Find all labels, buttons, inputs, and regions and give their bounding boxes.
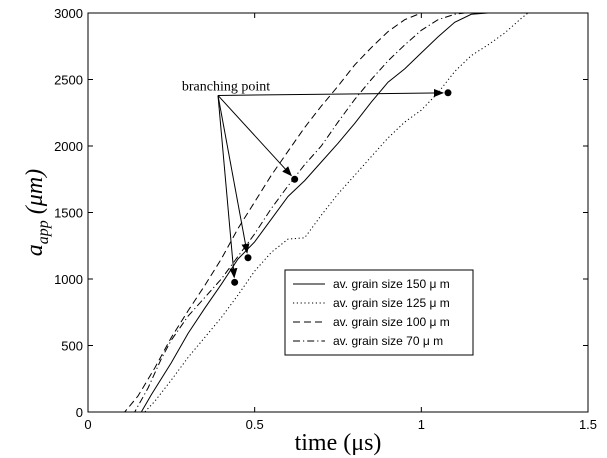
y-axis-label-unit: (μm) [22,169,48,220]
y-tick-label: 500 [61,339,83,354]
branch-arrow-0 [217,88,445,97]
annotations: branching point [182,79,452,286]
branch-arrow-1 [217,95,292,177]
series-line-0 [88,12,489,413]
axis-ticks: 0 0.5 1 1.5 0 500 1000 1500 2000 2500 3000 [54,6,597,432]
series-line-3 [88,12,465,413]
branch-arrow-2 [217,95,250,254]
branching-point-label: branching point [182,79,270,94]
legend-label: av. grain size 125 μ m [333,296,450,310]
branch-point-dot [231,278,239,286]
plot-lines [88,12,529,413]
x-tick-label: 1 [418,417,425,432]
y-tick-label: 2000 [54,139,83,154]
x-tick-label: 0.5 [246,417,264,432]
y-axis-label: aapp (μm) [22,169,52,256]
x-tick-label: 1.5 [579,417,597,432]
branch-point-dot [291,175,299,183]
branch-point-dot [444,89,452,97]
y-axis-label-sub: app [35,220,52,244]
x-tick-label: 0 [84,417,91,432]
legend-label: av. grain size 150 μ m [333,277,450,291]
y-tick-label: 0 [76,405,83,420]
y-tick-label: 3000 [54,6,83,21]
legend-label: av. grain size 100 μ m [333,315,450,329]
x-axis-label: time (μs) [295,430,382,456]
y-tick-label: 1000 [54,272,83,287]
y-tick-label: 2500 [54,73,83,88]
y-tick-label: 1500 [54,206,83,221]
legend-label: av. grain size 70 μ m [333,334,443,348]
series-line-2 [88,12,435,413]
y-axis-label-main: a [22,244,48,256]
branch-point-dot [244,254,252,262]
branch-arrow-3 [217,95,238,279]
legend: av. grain size 150 μ m av. grain size 125… [284,269,474,356]
